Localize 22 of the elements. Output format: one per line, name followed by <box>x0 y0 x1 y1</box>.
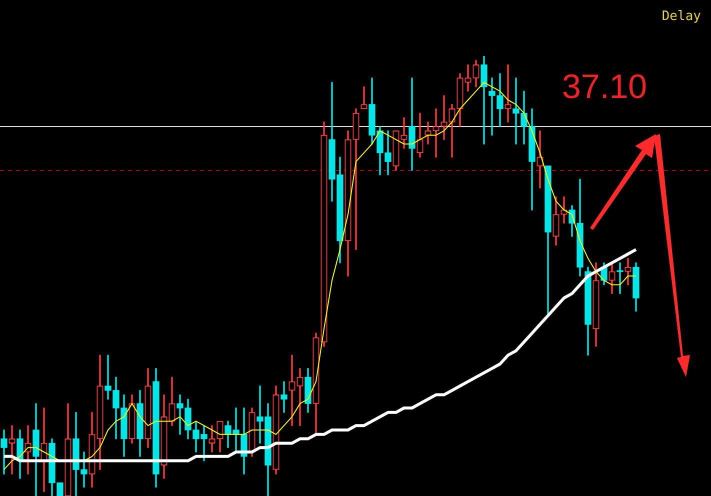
candlestick <box>560 196 568 224</box>
candlestick <box>400 117 408 149</box>
candlestick <box>504 64 512 122</box>
candlestick <box>440 95 448 140</box>
candlestick <box>360 86 368 110</box>
candlestick <box>40 408 48 492</box>
text: Delay <box>662 9 701 24</box>
candlestick <box>536 130 544 188</box>
candlestick <box>624 258 632 286</box>
candlestick <box>424 122 432 144</box>
annotation: 37.10 <box>562 68 648 106</box>
candlestick <box>208 425 216 452</box>
candlestick <box>8 425 16 474</box>
candlestick <box>296 368 304 426</box>
candlestick <box>616 262 624 294</box>
candlestick <box>432 108 440 158</box>
candlestick <box>480 56 488 144</box>
candlestick <box>464 64 472 92</box>
candlestick <box>352 108 360 250</box>
candlestick <box>408 78 416 171</box>
candlestick <box>288 354 296 426</box>
candlestick <box>280 381 288 413</box>
